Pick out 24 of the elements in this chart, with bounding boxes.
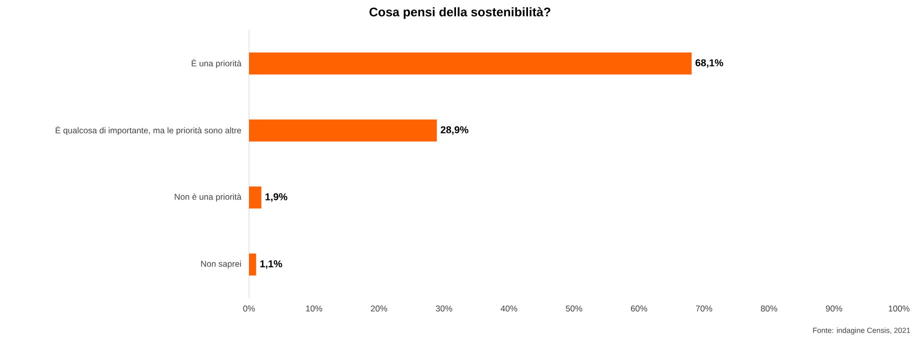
y-tick-label: È qualcosa di importante, ma le priorità sono altre [56, 126, 242, 136]
data-label: 28,9% [440, 126, 468, 135]
y-tick-label: È una priorità [192, 58, 242, 68]
x-tick-label: 10% [306, 306, 322, 312]
y-tick-label: Non saprei [201, 260, 241, 268]
data-label: 68,1% [696, 59, 724, 68]
y-tick-label: Non è una priorità [174, 194, 242, 202]
x-tick-label: 100% [888, 306, 910, 312]
data-label: 1,9% [266, 193, 288, 202]
x-tick-label: 40% [500, 306, 518, 312]
x-tick-label: 0% [243, 306, 255, 312]
x-tick-label: 30% [436, 306, 452, 312]
x-tick-label: 60% [630, 306, 648, 312]
bar [249, 120, 437, 142]
x-tick-label: 90% [826, 306, 842, 312]
bar [249, 254, 256, 276]
bar [249, 186, 262, 209]
bar [249, 52, 692, 75]
x-tick-label: 50% [566, 306, 582, 312]
chart-title: Cosa pensi della sostenibilità? [370, 7, 550, 19]
x-tick-label: 80% [760, 306, 778, 312]
x-tick-label: 70% [696, 306, 712, 312]
data-label: 1,1% [260, 260, 282, 269]
x-tick-label: 20% [370, 306, 388, 312]
